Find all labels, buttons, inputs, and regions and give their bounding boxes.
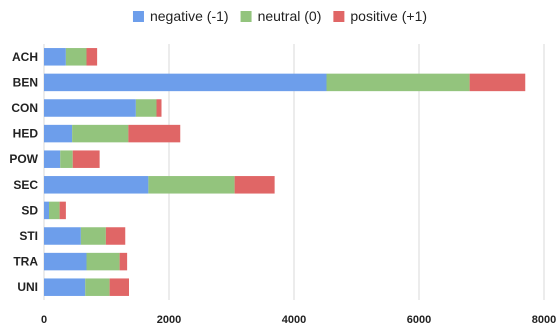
bar-sd-series-0 <box>44 201 49 220</box>
legend-swatch <box>333 11 345 22</box>
bar-hed-series-0 <box>44 124 73 143</box>
bar-hed-series-1 <box>72 124 129 143</box>
bar-ben-series-1 <box>326 73 470 92</box>
category-label-con: CON <box>11 101 38 115</box>
bar-ach-series-1 <box>65 48 87 66</box>
legend-item-1: neutral (0) <box>240 8 322 24</box>
bar-sd-series-1 <box>49 201 60 220</box>
bar-sti-series-2 <box>105 227 126 245</box>
bar-pow-series-1 <box>60 150 73 168</box>
legend: negative (-1) neutral (0) positive (+1) <box>132 8 427 24</box>
bar-pow-series-2 <box>72 150 100 168</box>
category-label-ben: BEN <box>13 75 38 89</box>
category-label-sd: SD <box>21 203 38 217</box>
bar-pow-series-0 <box>44 150 61 168</box>
bar-sec-series-1 <box>148 176 235 194</box>
bar-ben-series-2 <box>469 73 526 92</box>
legend-item-0: negative (-1) <box>132 8 229 24</box>
category-labels: ACH BEN CON HED POW SEC SD STI TRA UNI <box>9 50 38 294</box>
legend-swatch <box>132 11 144 22</box>
bar-uni-series-0 <box>44 278 86 296</box>
bar-con-series-0 <box>44 99 136 117</box>
x-tick-label: 0 <box>41 314 47 324</box>
bar-tra-series-0 <box>44 252 87 271</box>
category-label-pow: POW <box>9 152 38 166</box>
bars <box>44 48 526 296</box>
bar-ach-series-0 <box>44 48 66 66</box>
x-tick-label: 6000 <box>407 314 431 324</box>
bar-sd-series-2 <box>59 201 66 220</box>
bar-sti-series-1 <box>80 227 106 245</box>
bar-ach-series-2 <box>86 48 98 66</box>
legend-item-2: positive (+1) <box>333 8 427 24</box>
bar-hed-series-2 <box>128 124 181 143</box>
category-label-sec: SEC <box>13 178 38 192</box>
legend-label: neutral (0) <box>258 8 322 24</box>
bar-tra-series-2 <box>119 252 128 271</box>
bar-tra-series-1 <box>86 252 120 271</box>
category-label-sti: STI <box>19 229 38 243</box>
bar-uni-series-1 <box>85 278 110 296</box>
x-axis-ticks: 0 2000 4000 6000 8000 <box>41 314 556 324</box>
x-tick-label: 8000 <box>532 314 556 324</box>
category-label-uni: UNI <box>17 280 38 294</box>
category-label-tra: TRA <box>13 255 38 269</box>
bar-sti-series-0 <box>44 227 81 245</box>
bar-con-series-2 <box>156 99 162 117</box>
category-label-hed: HED <box>13 127 39 141</box>
legend-label: negative (-1) <box>150 8 229 24</box>
bar-sec-series-2 <box>234 176 275 194</box>
legend-label: positive (+1) <box>350 8 427 24</box>
x-tick-label: 2000 <box>157 314 181 324</box>
bar-sec-series-0 <box>44 176 149 194</box>
x-tick-label: 4000 <box>282 314 306 324</box>
bar-ben-series-0 <box>44 73 327 92</box>
bar-uni-series-2 <box>109 278 129 296</box>
category-label-ach: ACH <box>12 50 38 64</box>
legend-swatch <box>240 11 252 22</box>
bar-con-series-1 <box>135 99 157 117</box>
